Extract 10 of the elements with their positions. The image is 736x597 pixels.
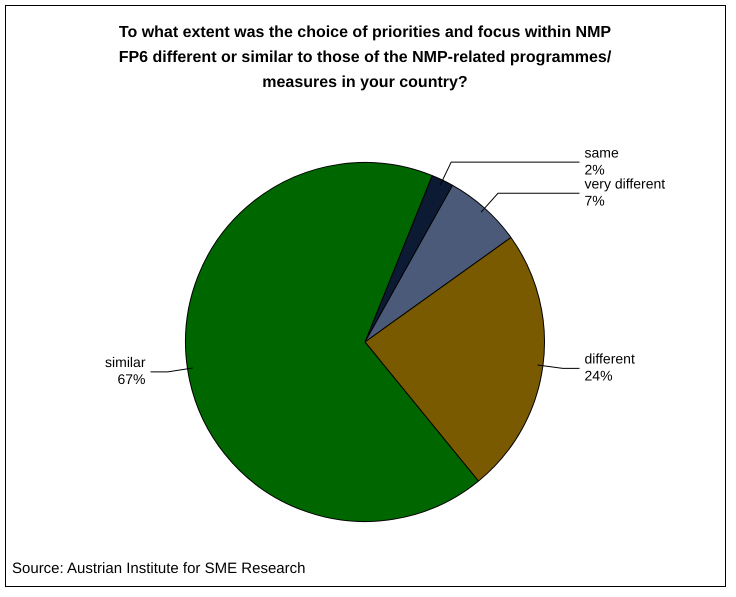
slice-label: different bbox=[584, 350, 635, 367]
data-label: 2% bbox=[584, 161, 605, 178]
source-note: Source: Austrian Institute for SME Research bbox=[12, 560, 306, 577]
data-label: 7% bbox=[584, 192, 605, 209]
slice-label: same bbox=[584, 144, 619, 160]
data-label: 67% bbox=[117, 371, 146, 388]
slice-label: very different bbox=[584, 176, 666, 192]
chart-title: To what extent was the choice of priorities and focus within NMP FP6 different or similar to those of the NMP-related programmes/ measures in your country? bbox=[118, 23, 612, 93]
data-label: 24% bbox=[584, 368, 613, 384]
slice-label: similar bbox=[105, 354, 146, 370]
